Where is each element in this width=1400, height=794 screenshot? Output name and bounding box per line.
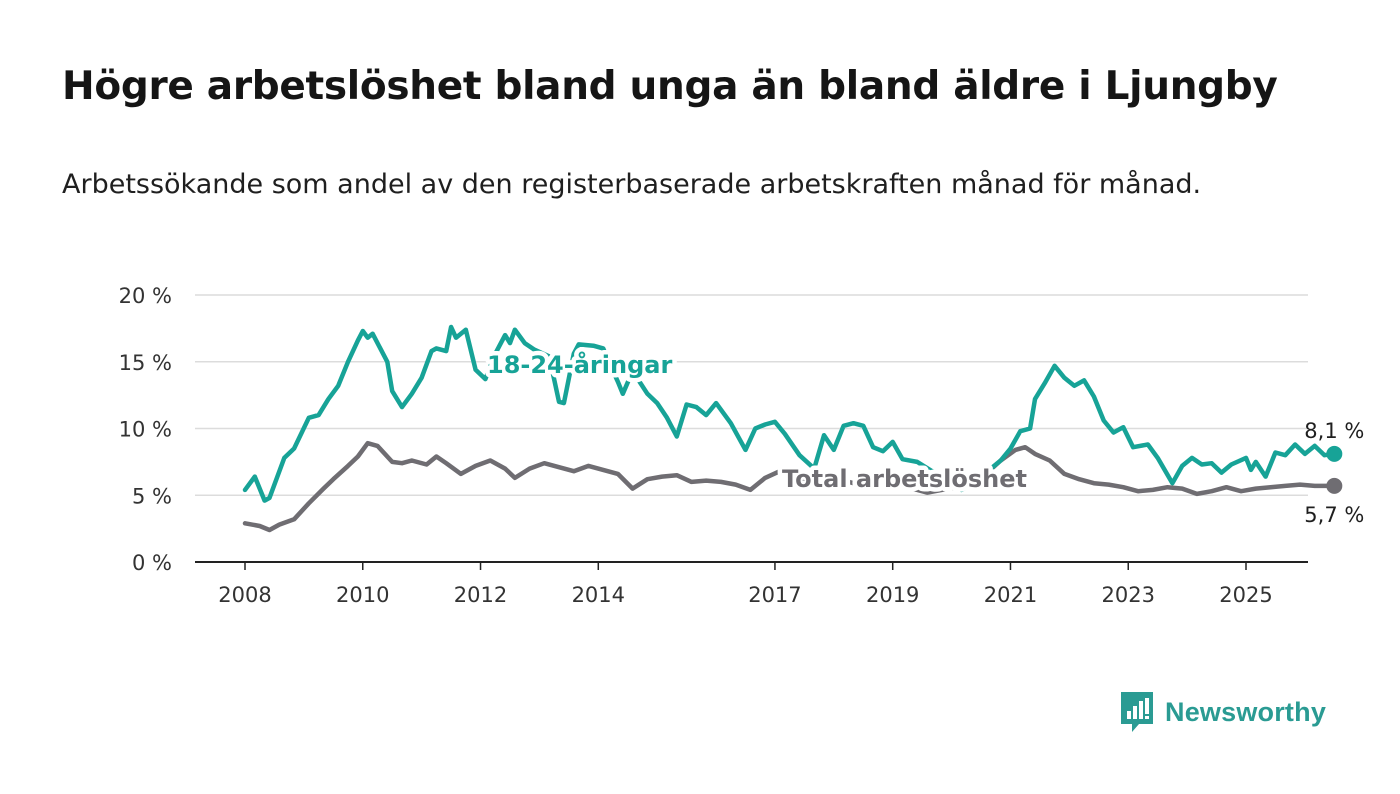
x-tick-label: 2023 bbox=[1102, 583, 1155, 607]
series-lines bbox=[242, 324, 1343, 533]
x-tick-label: 2010 bbox=[336, 583, 389, 607]
y-tick-label: 0 % bbox=[132, 551, 172, 575]
series-label-total-halo: Total arbetslöshet bbox=[782, 465, 1027, 493]
y-axis-ticks: 0 % 5 % 10 % 15 % 20 % bbox=[119, 284, 172, 575]
x-tick-label: 2025 bbox=[1219, 583, 1272, 607]
chart-title: Högre arbetslöshet bland unga än bland ä… bbox=[62, 64, 1278, 109]
x-tick-label: 2021 bbox=[984, 583, 1037, 607]
y-tick-label: 10 % bbox=[119, 418, 172, 442]
brand-name: Newsworthy bbox=[1165, 696, 1327, 727]
series-label-youth-halo: 18-24-åringar bbox=[487, 350, 672, 379]
newsworthy-logo-icon bbox=[1121, 692, 1153, 732]
series-label-total-text: Total arbetslöshet bbox=[782, 465, 1027, 493]
series-line-total bbox=[242, 440, 1337, 533]
end-point-total bbox=[1326, 477, 1343, 494]
series-line-youth bbox=[242, 324, 1337, 503]
chart-subtitle: Arbetssökande som andel av den registerb… bbox=[62, 169, 1202, 200]
y-tick-label: 15 % bbox=[119, 351, 172, 375]
x-axis-ticks: 2008 2010 2012 2014 2017 2019 2021 2023 2025 bbox=[218, 562, 1273, 607]
end-label-total: 5,7 % bbox=[1304, 503, 1364, 527]
x-tick-label: 2008 bbox=[218, 583, 271, 607]
end-label-youth: 8,1 % bbox=[1304, 419, 1364, 443]
series-label-youth-text: 18-24-åringar bbox=[487, 350, 672, 379]
x-tick-label: 2019 bbox=[866, 583, 919, 607]
newsworthy-logo: Newsworthy bbox=[1119, 690, 1326, 734]
end-point-youth bbox=[1326, 445, 1343, 462]
y-tick-label: 20 % bbox=[119, 284, 172, 308]
x-tick-label: 2012 bbox=[454, 583, 507, 607]
x-tick-label: 2014 bbox=[572, 583, 625, 607]
y-tick-label: 5 % bbox=[132, 484, 172, 508]
x-tick-label: 2017 bbox=[748, 583, 801, 607]
